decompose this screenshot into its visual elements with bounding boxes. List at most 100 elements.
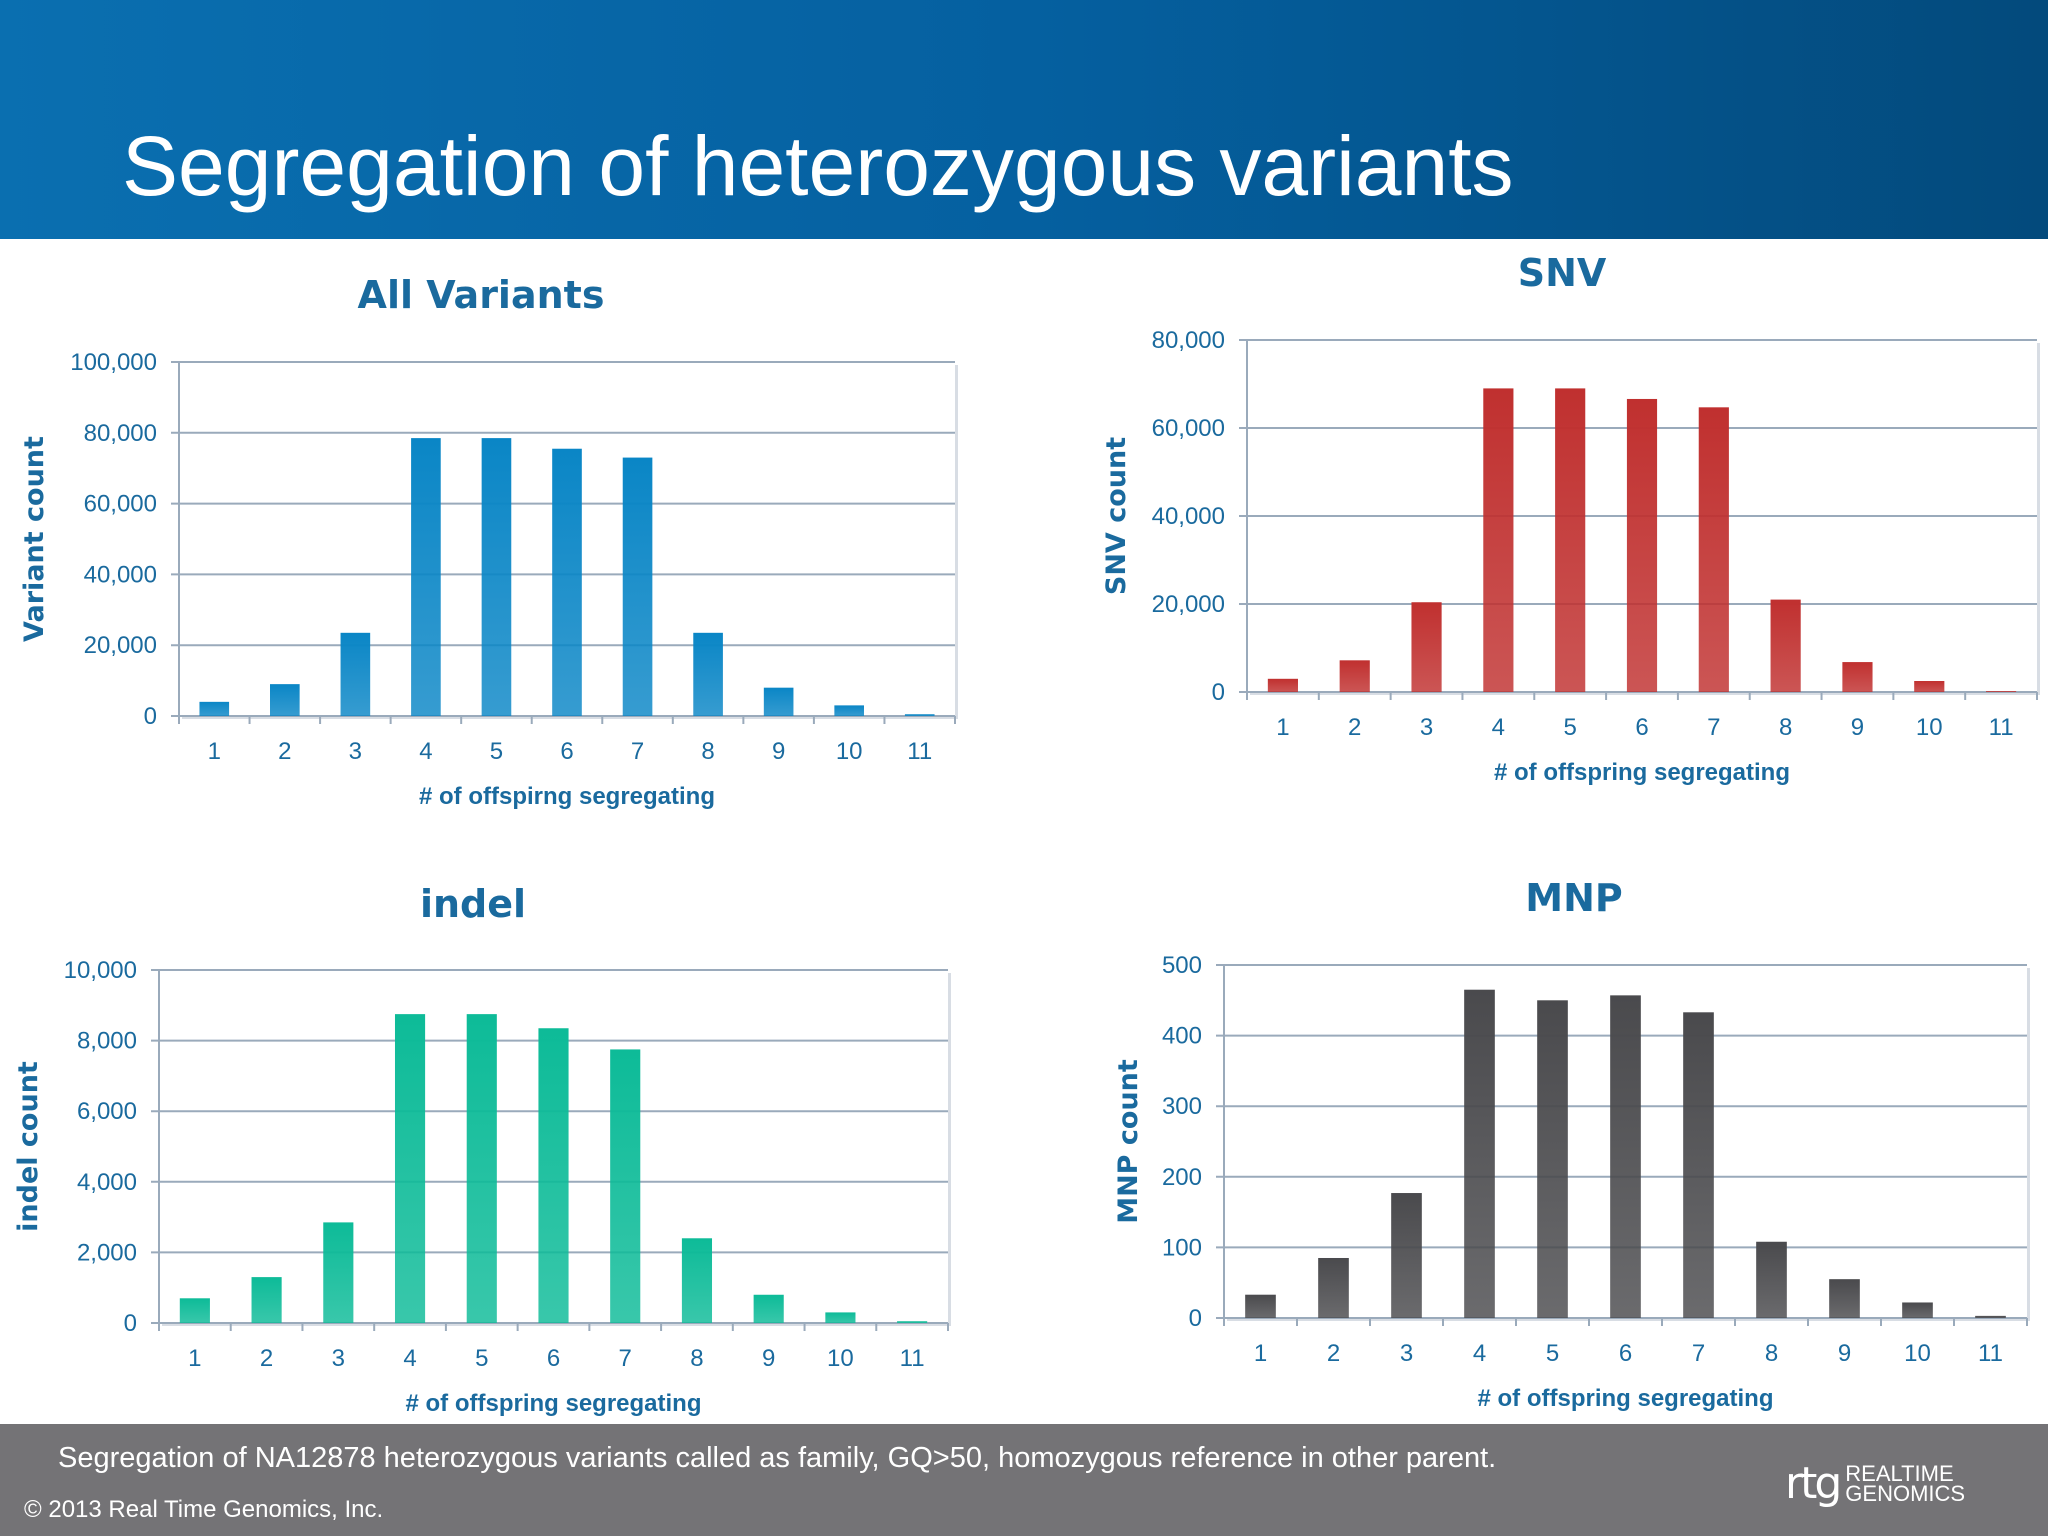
y-tick-label: 20,000: [84, 632, 157, 659]
chart-indel: 0 2,000 4,000 6,000 8,000 10,000 1 2 3 4 5 6 7 8 9 10 11…: [13, 882, 951, 1417]
y-tick-label: 200: [1162, 1164, 1202, 1191]
x-tick-label: 4: [1473, 1340, 1486, 1367]
x-tick-label: 6: [1619, 1340, 1632, 1367]
y-tick-label: 400: [1162, 1023, 1202, 1050]
y-tick-label: 80,000: [84, 420, 157, 447]
bar-6: [1626, 398, 1658, 692]
bar-6: [538, 1028, 569, 1323]
y-tick-label: 20,000: [1152, 591, 1225, 618]
chart-snv: 0 20,000 40,000 60,000 80,000 1 2 3 4 5 6 7 8 9 10 11 SN…: [1101, 251, 2040, 786]
y-tick-label: 80,000: [1152, 327, 1225, 354]
y-axis-label: SNV count: [1101, 437, 1132, 595]
y-tick-label: 60,000: [84, 491, 157, 518]
footer-bar: Segregation of NA12878 heterozygous vari…: [0, 1424, 2048, 1536]
y-tick-label: 10,000: [64, 957, 137, 984]
bar-1: [179, 1298, 210, 1323]
x-tick-label: 4: [1492, 714, 1505, 741]
x-tick-label: 5: [1564, 714, 1577, 741]
y-tick-label: 100: [1162, 1234, 1202, 1261]
bar-1: [1267, 678, 1298, 692]
x-tick-label: 11: [900, 1345, 925, 1372]
bar-1: [199, 701, 230, 716]
x-tick-label: 8: [690, 1345, 703, 1372]
bar-4: [1464, 989, 1495, 1318]
x-tick-label: 10: [836, 738, 863, 765]
y-tick-label: 300: [1162, 1093, 1202, 1120]
bar-6: [1610, 995, 1641, 1318]
bar-8: [693, 632, 723, 716]
x-tick-label: 9: [1851, 714, 1864, 741]
x-tick-label: 9: [1838, 1340, 1851, 1367]
y-axis-label: indel count: [13, 1061, 44, 1232]
bar-3: [323, 1222, 354, 1323]
x-tick-label: 5: [490, 738, 503, 765]
x-axis-label: # of offspirng segregating: [419, 783, 715, 810]
y-tick-label: 40,000: [84, 561, 157, 588]
x-tick-label: 5: [475, 1345, 488, 1372]
bar-11: [904, 714, 935, 716]
x-tick-label: 3: [1400, 1340, 1413, 1367]
x-tick-label: 3: [349, 738, 362, 765]
x-axis-label: # of offspring segregating: [1477, 1385, 1773, 1412]
y-tick-label: 60,000: [1152, 415, 1225, 442]
bar-4: [411, 438, 441, 716]
x-tick-label: 3: [1420, 714, 1433, 741]
chart-title: SNV: [1518, 251, 1607, 295]
y-tick-label: 40,000: [1152, 503, 1225, 530]
x-tick-label: 2: [260, 1345, 273, 1372]
x-tick-label: 1: [188, 1345, 201, 1372]
y-tick-label: 0: [124, 1310, 137, 1337]
y-axis-label: MNP count: [1113, 1059, 1144, 1224]
x-tick-label: 1: [208, 738, 221, 765]
x-tick-label: 11: [1978, 1340, 2003, 1367]
y-tick-label: 2,000: [77, 1239, 137, 1266]
y-tick-label: 100,000: [70, 349, 157, 376]
x-tick-label: 2: [1327, 1340, 1340, 1367]
bar-1: [1245, 1294, 1276, 1318]
y-tick-label: 6,000: [77, 1098, 137, 1125]
bar-3: [340, 632, 371, 716]
bar-7: [610, 1049, 641, 1323]
x-tick-label: 1: [1254, 1340, 1267, 1367]
copyright-text: © 2013 Real Time Genomics, Inc.: [24, 1496, 384, 1523]
bar-11: [1986, 691, 2017, 692]
x-axis-label: # of offspring segregating: [405, 1390, 701, 1417]
x-tick-label: 7: [1692, 1340, 1705, 1367]
bar-2: [270, 684, 300, 716]
title-bar: Segregation of heterozygous variants: [0, 0, 2048, 239]
x-tick-label: 4: [419, 738, 432, 765]
bar-9: [1842, 662, 1873, 692]
bar-10: [834, 705, 864, 716]
slide-title: Segregation of heterozygous variants: [122, 119, 1514, 213]
x-tick-label: 1: [1276, 714, 1289, 741]
bar-8: [681, 1238, 713, 1323]
bar-3: [1411, 602, 1442, 692]
x-axis-label: # of offspring segregating: [1494, 759, 1790, 786]
y-tick-label: 0: [144, 703, 157, 730]
bar-6: [552, 448, 582, 716]
x-tick-label: 10: [1904, 1340, 1931, 1367]
x-tick-label: 4: [403, 1345, 416, 1372]
chart-title: MNP: [1525, 876, 1622, 920]
x-tick-label: 9: [762, 1345, 775, 1372]
x-tick-label: 8: [1765, 1340, 1778, 1367]
x-tick-label: 8: [701, 738, 714, 765]
bar-5: [1537, 1000, 1568, 1318]
x-tick-label: 6: [547, 1345, 560, 1372]
x-tick-label: 5: [1546, 1340, 1559, 1367]
chart-mnp: 0 100 200 300 400 500 1 2 3 4 5 6 7 8 9 10 11 MNP # of off…: [1113, 876, 2030, 1412]
x-tick-label: 7: [1707, 714, 1720, 741]
chart-title: indel: [420, 882, 526, 926]
bar-7: [1683, 1012, 1714, 1318]
bar-9: [1829, 1279, 1860, 1318]
bar-4: [1483, 388, 1514, 692]
slide-caption: Segregation of NA12878 heterozygous vari…: [58, 1442, 1497, 1474]
bar-2: [1339, 660, 1370, 692]
bar-7: [1698, 407, 1729, 692]
x-tick-label: 7: [619, 1345, 632, 1372]
company-logo: rtg REALTIME GENOMICS: [1785, 1458, 1965, 1509]
logo-line2: GENOMICS: [1845, 1480, 1966, 1506]
chart-title: All Variants: [358, 273, 605, 317]
x-tick-label: 8: [1779, 714, 1792, 741]
